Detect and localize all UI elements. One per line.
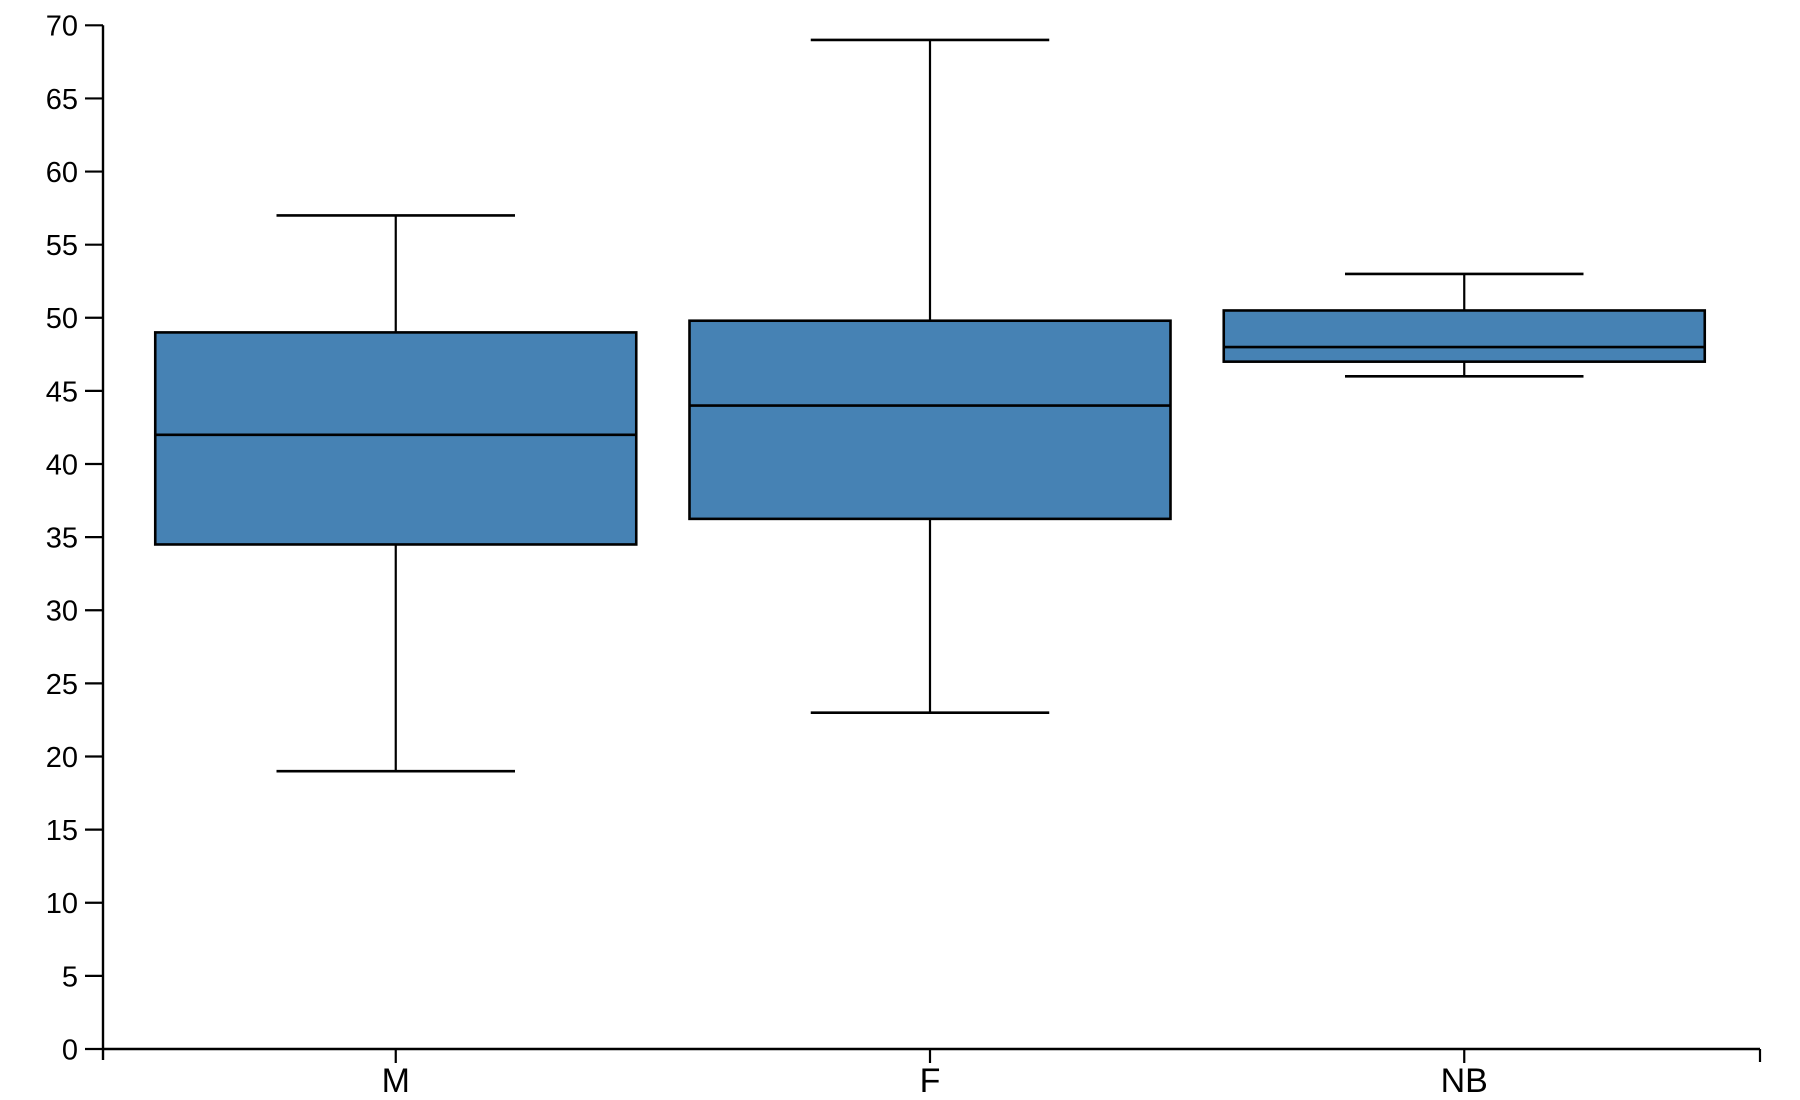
x-tick-label-nb: NB — [1441, 1062, 1488, 1100]
y-tick-label: 70 — [46, 11, 78, 43]
y-tick-label: 65 — [46, 84, 78, 116]
y-tick-label: 45 — [46, 376, 78, 408]
y-tick-label: 55 — [46, 230, 78, 262]
iqr-box-m — [153, 331, 638, 546]
y-tick-label: 20 — [46, 742, 78, 774]
iqr-box-nb — [1222, 309, 1707, 363]
y-tick-label: 35 — [46, 523, 78, 555]
x-tick-label-f: F — [920, 1062, 941, 1100]
y-tick-label: 25 — [46, 669, 78, 701]
y-tick-label: 5 — [62, 961, 78, 993]
y-tick-label: 40 — [46, 449, 78, 481]
y-tick-label: 10 — [46, 888, 78, 920]
y-tick-label: 60 — [46, 157, 78, 189]
y-tick-label: 30 — [46, 596, 78, 628]
y-tick-label: 50 — [46, 303, 78, 335]
y-tick-label: 15 — [46, 815, 78, 847]
y-tick-label: 0 — [62, 1034, 78, 1066]
iqr-box-f — [688, 319, 1172, 521]
x-tick-label-m: M — [382, 1062, 410, 1100]
